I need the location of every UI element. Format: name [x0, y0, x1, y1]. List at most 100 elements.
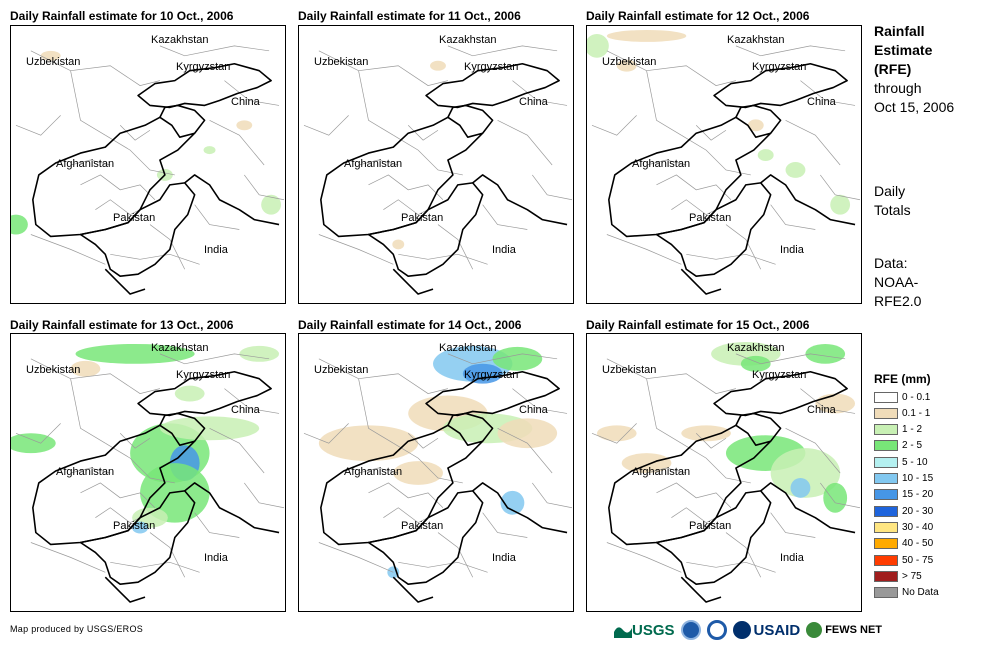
rainfall-area — [132, 521, 148, 534]
legend-swatch — [874, 407, 898, 419]
legend-row: 30 - 40 — [874, 520, 933, 534]
footer-credit: Map produced by USGS/EROS — [10, 624, 144, 634]
map-label-kazakhstan: Kazakhstan — [151, 342, 209, 354]
legend-row: 0.1 - 1 — [874, 406, 930, 420]
map-label-china: China — [231, 96, 260, 108]
rainfall-area — [11, 214, 28, 235]
rainfall-area — [621, 453, 672, 473]
map-label-india: India — [492, 244, 516, 256]
map-label-pakistan: Pakistan — [689, 212, 732, 224]
rainfall-area — [757, 149, 774, 162]
rainfall-area — [393, 461, 443, 485]
map-svg — [591, 341, 861, 603]
sidebar-title-1: Rainfall — [874, 23, 925, 39]
map-label-afghanistan: Afghanistan — [344, 158, 403, 170]
rainfall-area — [500, 490, 525, 515]
panel-title-2: Daily Rainfall estimate for 11 Oct., 200… — [298, 9, 521, 23]
map-panel-5: Kazakhstan Kyrgyzstan Uzbekistan China Afgha… — [298, 333, 574, 612]
map-label-afghanistan: Afghanistan — [632, 158, 691, 170]
legend-row: 2 - 5 — [874, 439, 922, 453]
map-panel-2: Kazakhstan Kyrgyzstan Uzbekistan China Afgha… — [298, 25, 574, 304]
map-label-kazakhstan: Kazakhstan — [151, 34, 209, 46]
rainfall-area — [805, 343, 846, 364]
map-label-afghanistan: Afghanistan — [56, 158, 115, 170]
panel-title-1: Daily Rainfall estimate for 10 Oct., 200… — [10, 9, 234, 23]
map-svg — [11, 45, 285, 295]
map-label-pakistan: Pakistan — [689, 520, 732, 532]
rainfall-area — [70, 360, 101, 377]
map-label-kyrgyzstan: Kyrgyzstan — [464, 61, 519, 73]
legend-row: 15 - 20 — [874, 488, 933, 502]
map-panel-6: Kazakhstan Kyrgyzstan Uzbekistan China Afgha… — [586, 333, 862, 612]
map-label-kyrgyzstan: Kyrgyzstan — [176, 61, 231, 73]
rainfall-area — [747, 119, 764, 132]
map-label-kyrgyzstan: Kyrgyzstan — [752, 369, 807, 381]
legend-swatch — [874, 521, 898, 533]
fewsnet-logo: FEWS NET — [806, 622, 882, 638]
map-panel-4: Kazakhstan Kyrgyzstan Uzbekistan China Afgha… — [10, 333, 286, 612]
legend-row: 10 - 15 — [874, 472, 933, 486]
usaid-logo: USAID — [732, 621, 801, 639]
noaa-logo-icon — [680, 620, 701, 640]
sidebar-data-source: Data: NOAA- RFE2.0 — [874, 254, 921, 311]
rainfall-area — [11, 433, 56, 454]
legend-label: 30 - 40 — [902, 521, 934, 533]
panel-title-3: Daily Rainfall estimate for 12 Oct., 200… — [586, 9, 810, 23]
map-panel-3: Kazakhstan Kyrgyzstan Uzbekistan China Afgha… — [586, 25, 862, 304]
map-panel-1: Kazakhstan Kyrgyzstan Uzbekistan China Afgha… — [10, 25, 286, 304]
legend-row: 20 - 30 — [874, 504, 933, 518]
rainfall-area — [830, 194, 851, 215]
usaid-logo-text: USAID — [753, 621, 801, 639]
usgs-wave-icon — [614, 627, 632, 638]
rainfall-area — [785, 162, 806, 178]
rainfall-area — [596, 425, 637, 442]
rainfall-area — [318, 425, 419, 462]
map-label-kyrgyzstan: Kyrgyzstan — [464, 369, 519, 381]
sidebar-title-2: Estimate — [874, 42, 933, 58]
map-label-china: China — [807, 96, 836, 108]
sidebar-title-3: (RFE) — [874, 61, 912, 77]
rainfall-area — [203, 146, 216, 155]
map-label-kyrgyzstan: Kyrgyzstan — [176, 369, 231, 381]
sidebar-heading: Rainfall Estimate (RFE) through Oct 15, … — [874, 22, 954, 117]
map-label-pakistan: Pakistan — [113, 212, 156, 224]
legend-row: 1 - 2 — [874, 423, 922, 437]
sidebar-through: through — [874, 80, 922, 96]
legend-label: > 75 — [902, 570, 922, 582]
legend-swatch — [874, 538, 898, 550]
panel-title-4: Daily Rainfall estimate for 13 Oct., 200… — [10, 318, 234, 332]
map-label-india: India — [204, 244, 228, 256]
legend-swatch — [874, 473, 898, 484]
map-label-china: China — [519, 96, 548, 108]
map-svg — [303, 45, 573, 295]
rainfall-area — [681, 425, 731, 442]
fewsnet-globe-icon — [806, 622, 823, 638]
map-label-afghanistan: Afghanistan — [632, 466, 691, 478]
logo-strip: USGS USAID FEWS NET — [614, 618, 882, 642]
map-label-kazakhstan: Kazakhstan — [439, 34, 497, 46]
map-label-india: India — [780, 552, 804, 564]
map-label-china: China — [519, 404, 548, 416]
map-svg — [587, 29, 861, 295]
legend-swatch — [874, 554, 898, 566]
legend-label: 0.1 - 1 — [902, 407, 931, 419]
legend-swatch — [874, 489, 898, 501]
rainfall-area — [261, 194, 282, 215]
legend-swatch — [874, 570, 898, 582]
rainfall-area — [740, 355, 771, 372]
map-label-kyrgyzstan: Kyrgyzstan — [752, 61, 807, 73]
legend-row: No Data — [874, 586, 939, 600]
legend-label: 20 - 30 — [902, 505, 934, 517]
legend-label: 10 - 15 — [902, 473, 934, 484]
rainfall-area — [616, 59, 637, 72]
map-svg — [11, 343, 285, 603]
map-label-uzbekistan: Uzbekistan — [26, 364, 81, 376]
legend-swatch — [874, 424, 898, 436]
map-label-kazakhstan: Kazakhstan — [727, 34, 785, 46]
map-svg — [303, 345, 573, 603]
legend-swatch — [874, 456, 898, 468]
map-label-uzbekistan: Uzbekistan — [314, 56, 369, 68]
legend-label: 2 - 5 — [902, 440, 923, 452]
usgs-logo: USGS — [614, 622, 675, 639]
legend-label: No Data — [902, 587, 939, 599]
